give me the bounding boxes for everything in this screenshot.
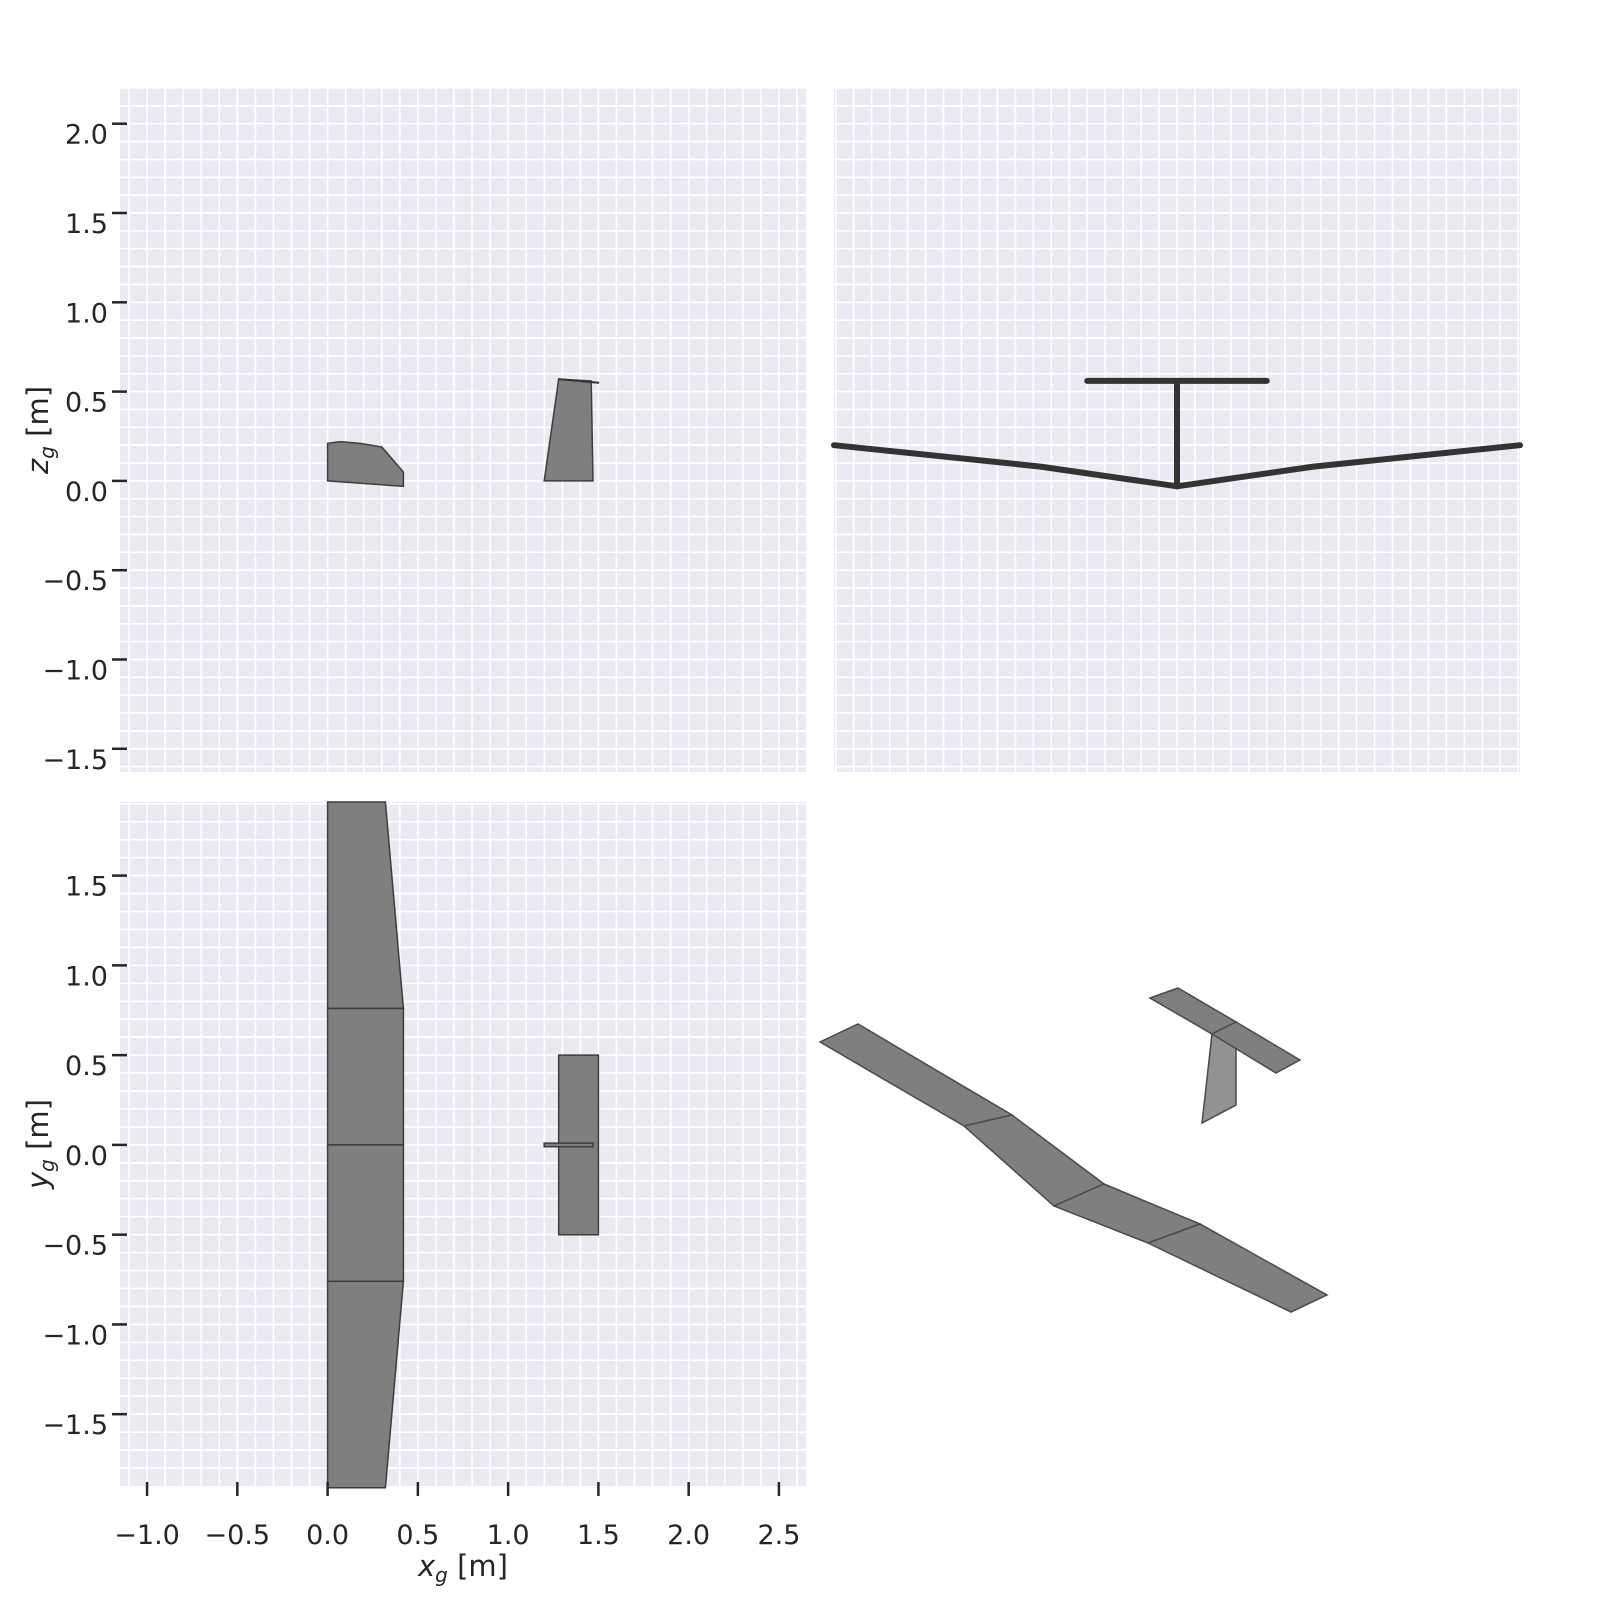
x-tick-label: 1.0 bbox=[487, 1520, 530, 1551]
y-tick-label: 1.5 bbox=[65, 209, 108, 240]
y-tick-label: 0.5 bbox=[65, 1051, 108, 1082]
wing-left-inner bbox=[326, 1007, 405, 1146]
wing-right-outer bbox=[326, 1280, 405, 1489]
y-tick-label: −0.5 bbox=[42, 566, 108, 597]
y-tick-label: 0.0 bbox=[65, 477, 108, 508]
fin-top bbox=[543, 1142, 594, 1148]
axes-background bbox=[120, 802, 806, 1486]
isometric-view-panel bbox=[818, 987, 1329, 1313]
vertical-tail-profile bbox=[543, 378, 594, 482]
y-tick-label: 1.5 bbox=[65, 872, 108, 903]
horizontal-tail-edge bbox=[557, 378, 600, 384]
side-view-panel: 2.0 1.5 1.0 0.5 0.0 −0.5 −1.0 −1.5 zg [m] bbox=[21, 87, 806, 776]
iso-wing-left-outer bbox=[818, 1023, 1015, 1127]
gridlines bbox=[834, 87, 1520, 772]
x-tick-label: −0.5 bbox=[205, 1520, 271, 1551]
y-tick-label: −1.0 bbox=[42, 655, 108, 686]
y-axis-label: yg [m] bbox=[21, 1099, 59, 1190]
front-view-panel bbox=[831, 87, 1523, 772]
y-tick-label: 0.0 bbox=[65, 1141, 108, 1172]
x-tick-label: −1.0 bbox=[114, 1520, 180, 1551]
y-tick-label: 2.0 bbox=[65, 120, 108, 151]
axes-background bbox=[120, 88, 806, 772]
wing-right-inner bbox=[326, 1144, 405, 1283]
x-tick-label: 2.0 bbox=[667, 1520, 710, 1551]
iso-wing-right-outer bbox=[1146, 1223, 1329, 1313]
y-tick-label: −1.5 bbox=[42, 1410, 108, 1441]
left-wing bbox=[831, 442, 1180, 490]
y-tick-label: −1.0 bbox=[42, 1320, 108, 1351]
x-axis-label: xg [m] bbox=[417, 1549, 508, 1587]
y-tick-label: −0.5 bbox=[42, 1231, 108, 1262]
top-view-panel: 1.5 1.0 0.5 0.0 −0.5 −1.0 −1.5 −1.0 −0.5 0.0 0.5 1.… bbox=[21, 801, 806, 1587]
gridlines bbox=[120, 802, 806, 1486]
iso-htail-right bbox=[1210, 1021, 1302, 1074]
y-tick-label: 1.0 bbox=[65, 961, 108, 992]
x-tick-label: 0.5 bbox=[396, 1520, 439, 1551]
gridlines bbox=[120, 87, 806, 772]
x-tick-label: 1.5 bbox=[577, 1520, 620, 1551]
y-tick-label: 0.5 bbox=[65, 388, 108, 419]
y-axis-label: zg [m] bbox=[21, 386, 59, 475]
right-wing bbox=[1174, 442, 1523, 490]
x-tick-label: 2.5 bbox=[757, 1520, 800, 1551]
iso-wing-left-inner bbox=[962, 1114, 1106, 1207]
x-tick-label: 0.0 bbox=[306, 1520, 349, 1551]
iso-htail-left bbox=[1148, 987, 1238, 1035]
y-tick-label: −1.5 bbox=[42, 745, 108, 776]
wing-root-profile bbox=[326, 440, 405, 488]
y-tick-label: 1.0 bbox=[65, 298, 108, 329]
